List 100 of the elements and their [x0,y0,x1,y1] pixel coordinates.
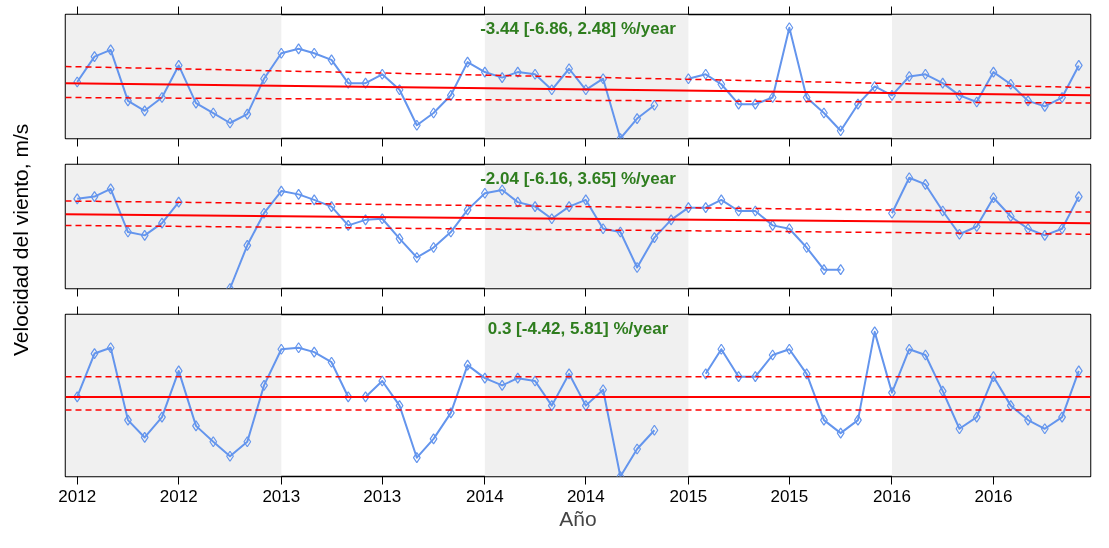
x-tick-label: 2015 [770,486,809,506]
point [717,194,726,206]
point [547,400,556,412]
point [106,342,115,354]
point [327,356,336,368]
point [785,223,794,235]
point [785,343,794,355]
point [751,371,760,383]
point [463,359,472,371]
point [243,108,252,120]
x-tick-label: 2016 [974,486,1013,506]
x-tick-label: 2013 [262,486,301,506]
point [616,226,625,238]
x-axis-title: Año [559,506,597,530]
point [73,193,82,205]
point [209,436,218,448]
point [921,68,930,80]
point [836,427,845,439]
point [209,107,218,119]
point [446,89,455,101]
point [581,84,590,96]
point [1074,191,1083,203]
point [547,84,556,96]
point [565,63,574,75]
point [717,78,726,90]
point [734,371,743,383]
point [361,77,370,89]
x-tick-label: 2013 [363,486,402,506]
point [498,379,507,391]
point [581,194,590,206]
point [972,411,981,423]
point [361,214,370,226]
point [921,349,930,361]
point [90,191,99,203]
point [294,188,303,200]
point [684,73,693,85]
point [429,107,438,119]
point [802,368,811,380]
point [395,84,404,96]
annotation: -3.44 [-6.86, 2.48] %/year [480,18,677,38]
point [701,68,710,80]
point [513,196,522,208]
point [751,98,760,110]
point [955,423,964,435]
point [480,372,489,384]
point [938,77,947,89]
point [650,99,659,111]
point [174,365,183,377]
point [277,185,286,197]
point [599,73,608,85]
point [243,239,252,251]
point [310,346,319,358]
point [378,213,387,225]
point [650,424,659,436]
point [836,264,845,276]
x-tick-label: 2014 [566,486,605,506]
point [277,343,286,355]
annotation: 0.3 [-4.42, 5.81] %/year [487,318,669,338]
point [768,349,777,361]
point [294,43,303,55]
point [938,205,947,217]
point [277,47,286,59]
point [429,433,438,445]
point [140,229,149,241]
point [1074,365,1083,377]
annotation: -2.04 [-6.16, 3.65] %/year [480,168,677,188]
point [547,213,556,225]
point [734,98,743,110]
point [1006,78,1015,90]
point [412,452,421,464]
point [174,196,183,208]
x-tick-label: 2015 [669,486,708,506]
point [599,384,608,396]
point [905,172,914,184]
point [106,183,115,195]
point [513,372,522,384]
point [498,72,507,84]
point [378,375,387,387]
point [344,219,353,231]
point [751,205,760,217]
point [785,22,794,34]
point [1040,229,1049,241]
point [310,47,319,59]
point [989,192,998,204]
point [73,76,82,88]
point [701,368,710,380]
point [327,54,336,66]
point [446,407,455,419]
point [344,391,353,403]
point [1040,100,1049,112]
point [463,56,472,68]
x-tick-label: 2016 [873,486,911,506]
point [378,68,387,80]
point [463,204,472,216]
point [717,343,726,355]
point [599,223,608,235]
x-tick-label: 2012 [58,486,97,506]
point [581,400,590,412]
point [480,66,489,78]
point [667,214,676,226]
